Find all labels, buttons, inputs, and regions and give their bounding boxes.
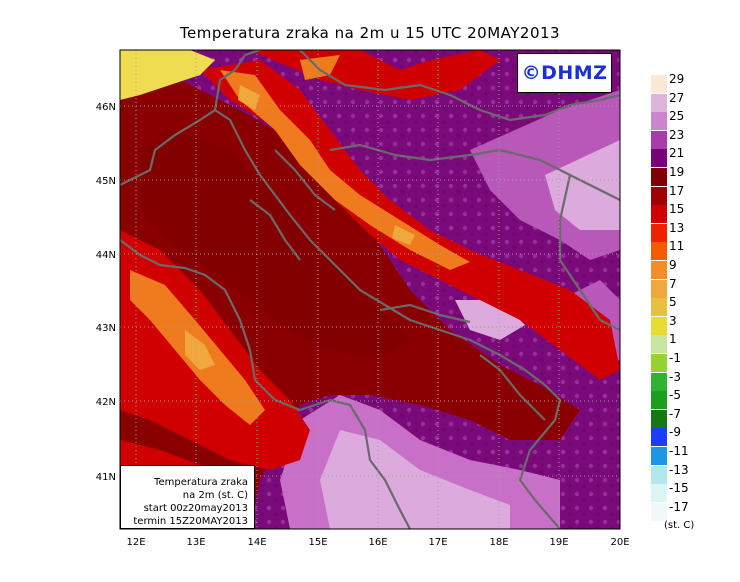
lon-tick-14e: 14E [247,537,266,548]
legend-label: 23 [669,127,685,142]
lon-tick-18e: 18E [489,537,508,548]
legend-label: 17 [669,183,685,198]
legend-label: -5 [669,388,681,403]
legend-label: -11 [669,444,689,458]
legend-label: -13 [669,462,689,477]
legend-swatch [651,354,667,372]
legend-swatch [651,502,667,521]
lat-tick-41n: 41N [96,472,116,483]
graticule [120,50,620,529]
legend-label: 7 [669,276,677,291]
lon-tick-19e: 19E [549,537,568,548]
legend-swatch [651,205,667,224]
legend-unit: (st. C) [664,520,695,531]
legend-label: 25 [669,109,685,124]
lat-tick-43n: 43N [96,323,116,334]
legend-label: -7 [669,406,681,421]
legend-swatch [651,298,667,317]
lon-tick-17e: 17E [428,537,447,548]
legend-swatch [651,372,667,391]
legend-label: 21 [669,146,685,161]
legend-label: 9 [669,258,677,272]
lat-tick-42n: 42N [96,397,116,408]
legend-label: 3 [669,313,677,328]
lat-ticks: 46N 45N 44N 43N 42N 41N [96,102,116,483]
legend-label: 29 [669,72,685,86]
legend-label: 15 [669,202,685,217]
legend-label: 1 [669,332,677,347]
legend-swatch [651,112,667,131]
legend-label: -17 [669,499,689,514]
legend-swatch [651,149,667,168]
legend-label: 11 [669,239,685,254]
legend-swatch [651,223,667,242]
legend-swatch [651,484,667,503]
legend-swatch [651,242,667,261]
legend-swatch [651,465,667,484]
legend-swatch [651,75,667,93]
legend-swatch [651,130,667,149]
lon-tick-15e: 15E [308,537,327,548]
legend-swatch [651,335,667,354]
legend-swatch [651,168,667,186]
legend-swatch [651,279,667,298]
legend-label: -3 [669,369,681,384]
info-line-start: start 00z20may2013 [143,503,248,514]
legend-label: 5 [669,295,677,310]
legend-swatch [651,391,667,410]
legend-label: 27 [669,90,685,105]
map-title: Temperatura zraka na 2m u 15 UTC 20MAY20… [179,24,561,42]
lat-tick-46n: 46N [96,102,116,113]
legend-label: -15 [669,481,689,496]
lon-tick-20e: 20E [610,537,629,548]
lon-tick-13e: 13E [186,537,205,548]
legend-label: 13 [669,220,685,235]
dhmz-copyright-badge: ©DHMZ [517,53,612,93]
legend-swatch [651,447,667,465]
coastlines [120,50,620,529]
lat-tick-45n: 45N [96,176,116,187]
info-box: Temperatura zraka na 2m (st. C) start 00… [120,465,255,529]
legend-swatch [651,93,667,112]
lon-ticks: 12E 13E 14E 15E 16E 17E 18E 19E 20E [126,537,629,548]
legend-swatch [651,186,667,205]
legend-label: -9 [669,425,681,440]
info-line-variable: Temperatura zraka [154,477,248,488]
info-line-termin: termin 15Z20MAY2013 [133,516,248,527]
map-frame [119,49,621,530]
lon-tick-12e: 12E [126,537,145,548]
lon-tick-16e: 16E [368,537,387,548]
info-line-unit: na 2m (st. C) [182,490,248,501]
legend-label: 19 [669,165,685,179]
legend-swatch [651,409,667,428]
lat-tick-44n: 44N [96,250,116,261]
legend-swatch [651,428,667,447]
legend-label: -1 [669,351,681,365]
legend-swatch [651,316,667,335]
legend-swatch [651,261,667,279]
